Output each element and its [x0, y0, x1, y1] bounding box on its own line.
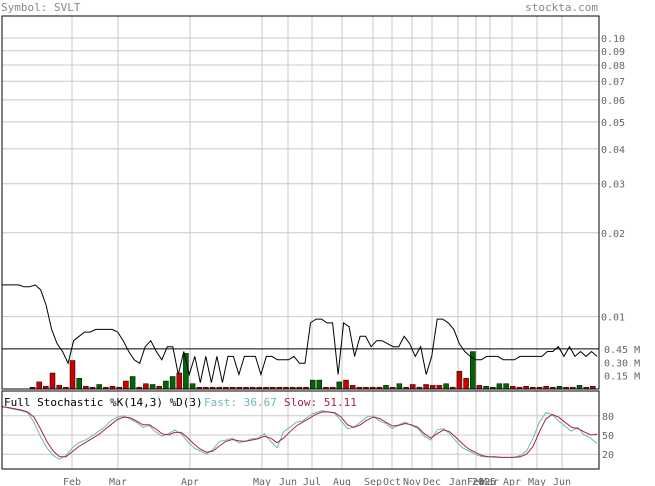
month-label: Apr: [181, 477, 199, 486]
symbol-label: Symbol: SVLT: [1, 1, 81, 14]
volume-bar: [149, 384, 156, 390]
volume-bar: [76, 378, 82, 390]
month-label: Sep: [364, 477, 382, 486]
price-line: [2, 284, 598, 383]
volume-bar: [396, 383, 403, 390]
volume-bar: [143, 383, 149, 390]
month-label: Apr: [503, 477, 521, 486]
price-tick-label: 0.06: [601, 96, 625, 107]
volume-bar: [69, 360, 76, 390]
month-label: Feb: [63, 477, 81, 486]
month-label: Jan: [449, 477, 467, 486]
volume-tick-label: 0.30 M: [604, 358, 640, 369]
month-label: Nov: [403, 477, 421, 486]
grid-lines: [2, 16, 599, 469]
volume-bar: [349, 385, 356, 390]
volume-bar: [129, 376, 136, 390]
month-label: Oct: [383, 477, 401, 486]
volume-bar: [503, 383, 509, 390]
slow-stochastic-line: [1, 406, 598, 458]
price-tick-label: 0.04: [601, 145, 625, 156]
month-label: May: [528, 477, 546, 486]
stochastic-tick-label: 20: [602, 450, 614, 461]
stochastic-title: Full Stochastic %K(14,3) %D(3): [4, 396, 203, 409]
volume-bar: [423, 384, 429, 390]
month-label: Feb: [467, 477, 485, 486]
volume-tick-label: 0.45 M: [604, 345, 640, 356]
month-label: May: [253, 477, 271, 486]
price-tick-label: 0.03: [601, 180, 625, 191]
fast-value-label: Fast: 36.67: [204, 396, 277, 409]
price-panel-frame: [1, 15, 600, 390]
fast-stochastic-line: [1, 405, 598, 460]
month-label: Jul: [303, 477, 321, 486]
month-label: Mar: [481, 477, 499, 486]
month-label: Dec: [423, 477, 441, 486]
volume-bar: [343, 379, 349, 390]
stochastic-lines: [1, 405, 598, 460]
volume-bar: [496, 383, 503, 390]
price-tick-label: 0.07: [601, 77, 625, 88]
price-tick-label: 0.05: [601, 118, 625, 129]
month-label: Mar: [109, 477, 127, 486]
volume-bar: [576, 385, 583, 390]
volume-bar: [409, 384, 416, 390]
volume-bar: [476, 385, 483, 390]
month-label: Aug: [333, 477, 351, 486]
price-series-line: [2, 284, 598, 383]
volume-tick-label: 0.15 M: [604, 372, 640, 383]
price-tick-label: 0.09: [601, 47, 625, 58]
volume-bars: [29, 351, 596, 390]
panel-frames: [1, 15, 600, 470]
volume-bar: [163, 380, 169, 390]
volume-bar: [176, 372, 183, 390]
volume-bar: [189, 383, 196, 390]
stochastic-tick-label: 50: [602, 431, 614, 442]
volume-bar: [336, 381, 343, 390]
volume-bar: [436, 385, 443, 390]
volume-bar: [49, 372, 56, 390]
volume-bar: [309, 379, 316, 390]
price-tick-label: 0.02: [601, 229, 625, 240]
volume-bar: [456, 370, 463, 390]
price-tick-label: 0.08: [601, 61, 625, 72]
slow-value-label: Slow: 51.11: [284, 396, 357, 409]
price-tick-label: 0.10: [601, 34, 625, 45]
volume-bar: [96, 384, 102, 390]
volume-bar: [36, 381, 42, 390]
stochastic-panel-frame: [1, 390, 600, 470]
month-label: Jun: [279, 477, 297, 486]
volume-bar: [383, 385, 389, 390]
site-label: stockta.com: [525, 1, 598, 14]
volume-bar: [429, 385, 436, 390]
year-label: 2025: [472, 477, 496, 486]
volume-bar: [56, 385, 62, 390]
price-tick-label: 0.01: [601, 313, 625, 324]
stochastic-tick-label: 80: [602, 412, 614, 423]
volume-bar: [123, 380, 129, 390]
volume-bar: [316, 379, 323, 390]
axis-labels: 0.10 0.09 0.08 0.07 0.06 0.05 0.04 0.03 0.02 0.01…: [63, 34, 640, 486]
volume-bar: [443, 383, 449, 390]
volume-bar: [169, 376, 176, 390]
month-label: Jun: [553, 477, 571, 486]
volume-bar: [463, 378, 469, 390]
